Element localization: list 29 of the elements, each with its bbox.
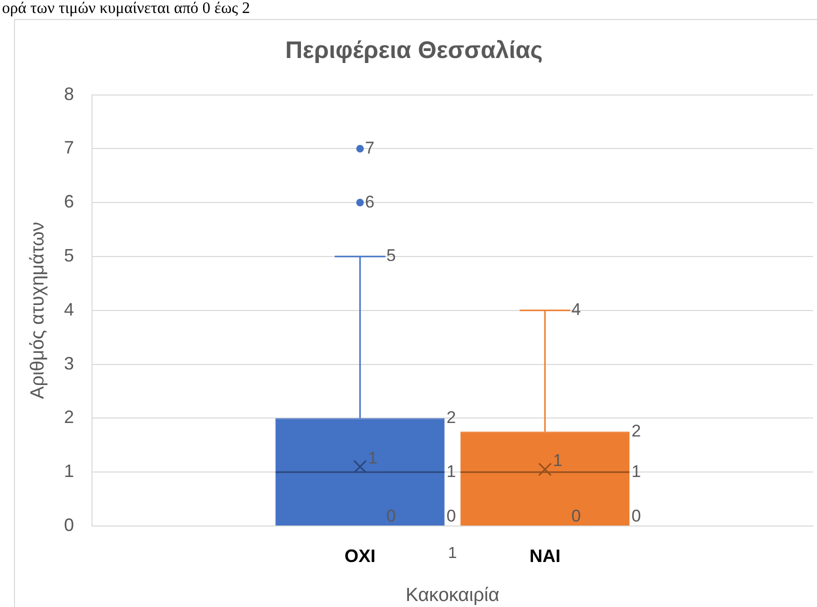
y-tick-label: 3 — [64, 353, 74, 374]
y-tick-label: 4 — [64, 299, 74, 320]
series-label: ΟΧΙ — [344, 546, 376, 566]
text: 2 — [446, 408, 456, 427]
y-tick-label: 5 — [64, 245, 74, 266]
series-label: ΝΑΙ — [529, 546, 560, 566]
text: 0 — [386, 506, 396, 526]
text: 7 — [365, 138, 374, 158]
text: 0 — [446, 506, 456, 526]
y-tick-label: 0 — [64, 514, 74, 535]
y-tick-label: 6 — [64, 192, 74, 212]
text: 1 — [552, 451, 562, 470]
text: 1 — [631, 462, 641, 481]
y-tick-label: 1 — [64, 461, 74, 482]
text: 5 — [386, 246, 396, 266]
y-tick-label: 7 — [64, 138, 74, 158]
text: 0 — [631, 506, 641, 526]
text: 4 — [571, 300, 581, 320]
x-axis-title: Κακοκαιρία — [406, 584, 500, 606]
text: 6 — [365, 192, 374, 212]
chart-title: Περιφέρεια Θεσσαλίας — [285, 37, 543, 64]
y-tick-label: 8 — [64, 84, 74, 104]
text: 1 — [446, 462, 456, 481]
y-tick-label: 2 — [64, 407, 74, 428]
y-axis-title: Αριθμός ατυχημάτων — [28, 222, 49, 399]
text: 1 — [368, 448, 378, 468]
text: 2 — [631, 421, 641, 440]
text: 0 — [571, 506, 581, 526]
text: ορά των τιμών κυμαίνεται από 0 έως 2 — [2, 0, 250, 18]
